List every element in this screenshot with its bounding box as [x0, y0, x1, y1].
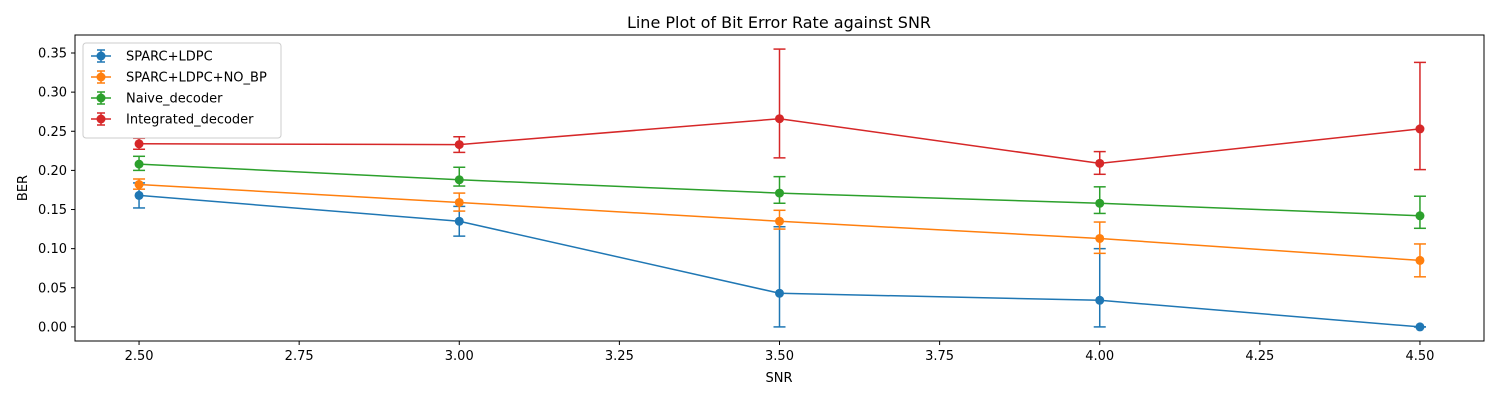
x-tick-label: 4.00 — [1085, 349, 1114, 364]
legend-label: SPARC+LDPC+NO_BP — [126, 71, 267, 86]
series-4 — [133, 48, 1426, 176]
x-tick-label: 3.75 — [925, 349, 954, 364]
y-axis: 0.00 0.05 0.10 0.15 0.20 0.25 0.30 0.35 — [38, 47, 75, 335]
data-point — [775, 288, 784, 298]
y-tick-label: 0.35 — [38, 47, 67, 62]
legend-label: Integrated_decoder — [126, 113, 254, 128]
y-tick-label: 0.25 — [38, 125, 67, 140]
data-point — [1095, 295, 1105, 305]
x-axis-label: SNR — [765, 371, 792, 386]
data-point — [134, 179, 144, 189]
x-tick-label: 2.75 — [285, 349, 314, 364]
legend-label: SPARC+LDPC — [126, 50, 213, 65]
x-tick-label: 3.50 — [765, 349, 794, 364]
data-point — [1415, 255, 1425, 265]
data-point — [1095, 158, 1105, 168]
data-point — [454, 140, 464, 150]
data-point — [454, 175, 464, 185]
legend: SPARC+LDPC SPARC+LDPC+NO_BP Naive_decoder I… — [82, 42, 282, 139]
x-axis: 2.50 2.75 3.00 3.25 3.50 3.75 4.00 4.25 4.50 — [125, 341, 1434, 364]
x-tick-label: 2.50 — [125, 349, 154, 364]
x-tick-label: 4.25 — [1245, 349, 1274, 364]
legend-swatch-marker — [96, 114, 106, 124]
y-tick-label: 0.15 — [38, 203, 67, 218]
legend-item: SPARC+LDPC+NO_BP — [91, 70, 267, 86]
y-tick-label: 0.10 — [38, 242, 67, 257]
legend-frame — [82, 42, 282, 139]
legend-item: SPARC+LDPC — [91, 49, 213, 65]
data-point — [1095, 198, 1105, 208]
y-tick-label: 0.20 — [38, 164, 67, 179]
data-point — [134, 139, 144, 149]
x-tick-label: 3.25 — [605, 349, 634, 364]
y-tick-label: 0.05 — [38, 281, 67, 296]
series-2 — [133, 178, 1426, 278]
data-point — [1415, 211, 1425, 221]
x-tick-label: 3.00 — [445, 349, 474, 364]
data-point — [134, 159, 144, 169]
data-point — [775, 114, 784, 124]
legend-swatch-marker — [96, 93, 106, 103]
x-tick-label: 4.50 — [1405, 349, 1434, 364]
data-point — [1415, 322, 1425, 332]
legend-label: Naive_decoder — [126, 92, 223, 107]
series-1 — [133, 182, 1426, 332]
y-axis-label: BER — [16, 175, 31, 201]
data-point — [454, 216, 464, 226]
legend-swatch-marker — [96, 72, 106, 82]
data-point — [134, 190, 144, 200]
legend-item: Naive_decoder — [91, 91, 223, 107]
data-point — [1095, 233, 1105, 243]
data-point — [454, 197, 464, 207]
data-point — [775, 216, 784, 226]
series-3 — [133, 155, 1426, 230]
y-tick-label: 0.30 — [38, 86, 67, 101]
legend-item: Integrated_decoder — [91, 112, 254, 128]
data-point — [775, 188, 784, 198]
y-tick-label: 0.00 — [38, 320, 67, 335]
series-layer — [133, 48, 1426, 332]
chart-title: Line Plot of Bit Error Rate against SNR — [627, 13, 931, 32]
legend-swatch-marker — [96, 51, 106, 61]
data-point — [1415, 124, 1425, 134]
